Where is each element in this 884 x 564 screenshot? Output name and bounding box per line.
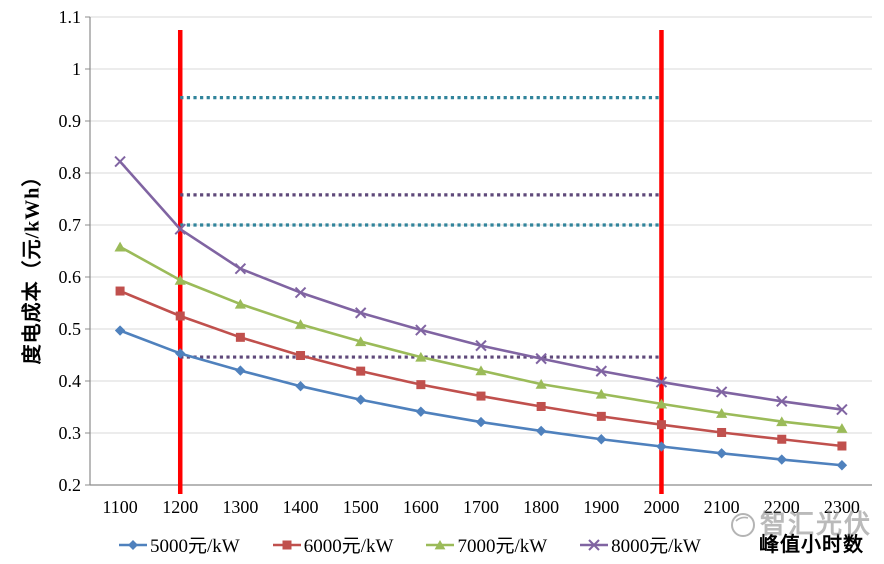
data-point-8000元/kW	[776, 395, 788, 407]
data-point-6000元/kW	[837, 441, 847, 451]
data-point-7000元/kW	[655, 398, 668, 409]
data-point-5000元/kW	[535, 425, 547, 437]
data-point-8000元/kW	[415, 324, 427, 336]
data-point-8000元/kW	[114, 155, 126, 168]
data-point-5000元/kW	[175, 348, 186, 359]
y-tick-label: 1.1	[59, 7, 82, 27]
data-point-7000元/kW	[174, 274, 186, 285]
data-point-5000元/kW	[776, 454, 787, 465]
data-point-7000元/kW	[415, 351, 427, 362]
data-point-7000元/kW	[355, 336, 367, 347]
legend-marker-shape	[588, 538, 600, 551]
data-point-6000元/kW	[656, 420, 666, 430]
data-point-7000元/kW	[836, 423, 848, 433]
data-point-5000元/kW	[235, 365, 246, 376]
x-tick-label: 1200	[162, 497, 198, 517]
legend-label: 7000元/kW	[457, 536, 548, 557]
data-point-8000元/kW	[294, 286, 307, 299]
data-point-8000元/kW	[234, 262, 247, 275]
data-point-5000元/kW	[836, 460, 848, 471]
x-tick-label: 1600	[403, 497, 439, 517]
x-tick-label: 1300	[222, 497, 258, 517]
x-axis-title: 峰值小时数	[759, 534, 864, 556]
data-point-7000元/kW	[234, 298, 246, 309]
legend-x-marker-icon	[580, 538, 609, 551]
data-point-7000元/kW	[716, 408, 728, 418]
y-tick-label: 0.4	[59, 371, 82, 391]
legend-triangle-marker-icon	[426, 539, 455, 549]
legend: 5000元/kW 6000元/kW 7000元/kW 8000元/kW	[118, 531, 701, 558]
data-point-5000元/kW	[355, 394, 366, 405]
data-point-8000元/kW	[354, 307, 367, 319]
x-tick-label: 2000	[643, 497, 679, 517]
legend-marker-shape	[435, 539, 446, 549]
legend-item-8000: 8000元/kW	[579, 531, 701, 558]
data-point-6000元/kW	[777, 434, 787, 444]
legend-label: 8000元/kW	[611, 536, 701, 557]
data-point-7000元/kW	[776, 416, 788, 427]
x-tick-label: 2100	[704, 497, 740, 517]
y-tick-label: 0.7	[59, 215, 82, 235]
legend-label: 5000元/kW	[150, 536, 240, 557]
x-tick-label: 1900	[583, 497, 619, 517]
y-tick-label: 0.5	[59, 319, 82, 339]
x-tick-label: 1500	[343, 497, 379, 517]
data-point-6000元/kW	[717, 427, 727, 437]
x-tick-label: 2300	[824, 497, 860, 517]
data-point-8000元/kW	[595, 365, 608, 377]
data-point-5000元/kW	[596, 434, 607, 445]
y-tick-label: 1	[72, 59, 81, 79]
legend-item-6000: 6000元/kW	[272, 531, 394, 558]
x-tick-label: 1800	[523, 497, 559, 517]
data-point-7000元/kW	[535, 378, 547, 389]
y-axis-title: 度电成本（元/kWh）	[21, 165, 44, 365]
x-tick-label: 1700	[463, 497, 499, 517]
legend-item-5000: 5000元/kW	[118, 531, 240, 558]
data-point-5000元/kW	[475, 416, 487, 428]
data-point-5000元/kW	[415, 406, 427, 417]
data-point-6000元/kW	[416, 380, 426, 390]
series-line-7000元/kW	[119, 245, 843, 430]
data-point-6000元/kW	[175, 311, 185, 321]
data-point-7000元/kW	[475, 365, 487, 376]
x-tick-label: 2200	[764, 497, 800, 517]
data-point-8000元/kW	[715, 386, 728, 398]
data-point-5000元/kW	[716, 448, 727, 459]
data-point-6000元/kW	[356, 366, 366, 376]
data-point-7000元/kW	[595, 388, 607, 399]
data-point-6000元/kW	[235, 332, 245, 342]
data-point-8000元/kW	[836, 403, 848, 416]
data-point-6000元/kW	[115, 286, 125, 296]
data-point-5000元/kW	[114, 325, 126, 336]
data-point-5000元/kW	[295, 381, 306, 392]
data-point-7000元/kW	[294, 319, 307, 329]
data-point-7000元/kW	[114, 241, 126, 252]
y-tick-label: 0.2	[59, 475, 82, 495]
legend-diamond-marker-icon	[119, 539, 147, 550]
data-point-6000元/kW	[596, 411, 606, 421]
legend-label: 6000元/kW	[303, 536, 394, 557]
data-point-8000元/kW	[174, 223, 186, 235]
y-tick-label: 0.6	[59, 267, 82, 287]
y-tick-label: 0.3	[59, 423, 82, 443]
data-point-8000元/kW	[475, 339, 487, 352]
data-point-6000元/kW	[296, 351, 306, 361]
y-tick-label: 0.9	[59, 111, 82, 131]
data-point-8000元/kW	[535, 352, 547, 365]
data-point-5000元/kW	[656, 441, 667, 452]
y-tick-label: 0.8	[59, 163, 82, 183]
legend-marker-shape	[282, 540, 292, 549]
data-point-6000元/kW	[536, 401, 546, 411]
legend-marker-shape	[128, 539, 138, 550]
legend-item-7000: 7000元/kW	[425, 531, 547, 558]
x-tick-label: 1400	[283, 497, 319, 517]
legend-square-marker-icon	[272, 540, 301, 549]
data-point-8000元/kW	[655, 376, 668, 388]
x-tick-label: 1100	[102, 497, 137, 517]
data-point-6000元/kW	[476, 391, 486, 401]
